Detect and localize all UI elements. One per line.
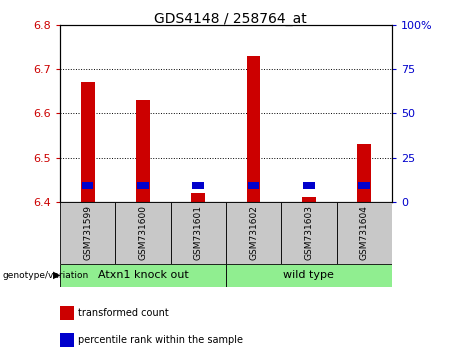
Bar [247,56,260,202]
Text: Atxn1 knock out: Atxn1 knock out [98,270,188,280]
Bar [337,202,392,264]
Text: GSM731604: GSM731604 [360,205,369,260]
Bar [357,144,371,202]
Bar [137,182,149,189]
Bar [115,202,171,264]
Bar [281,202,337,264]
Text: GDS4148 / 258764_at: GDS4148 / 258764_at [154,12,307,27]
Bar [303,182,315,189]
Bar [136,100,150,202]
Bar [302,198,316,202]
Text: percentile rank within the sample: percentile rank within the sample [78,335,243,345]
Bar [81,82,95,202]
Text: GSM731603: GSM731603 [304,205,313,260]
Bar [226,264,392,287]
Bar [248,182,260,189]
Text: GSM731600: GSM731600 [138,205,148,260]
Text: genotype/variation: genotype/variation [2,271,89,280]
Bar [191,193,205,202]
Text: transformed count: transformed count [78,308,169,318]
Bar [192,182,204,189]
Bar [60,202,115,264]
Bar [358,182,370,189]
Bar [82,182,94,189]
Text: wild type: wild type [284,270,334,280]
Text: GSM731599: GSM731599 [83,205,92,260]
Bar [60,264,226,287]
Bar [171,202,226,264]
Bar [226,202,281,264]
Text: GSM731602: GSM731602 [249,205,258,260]
Text: GSM731601: GSM731601 [194,205,203,260]
Text: ▶: ▶ [53,270,60,280]
